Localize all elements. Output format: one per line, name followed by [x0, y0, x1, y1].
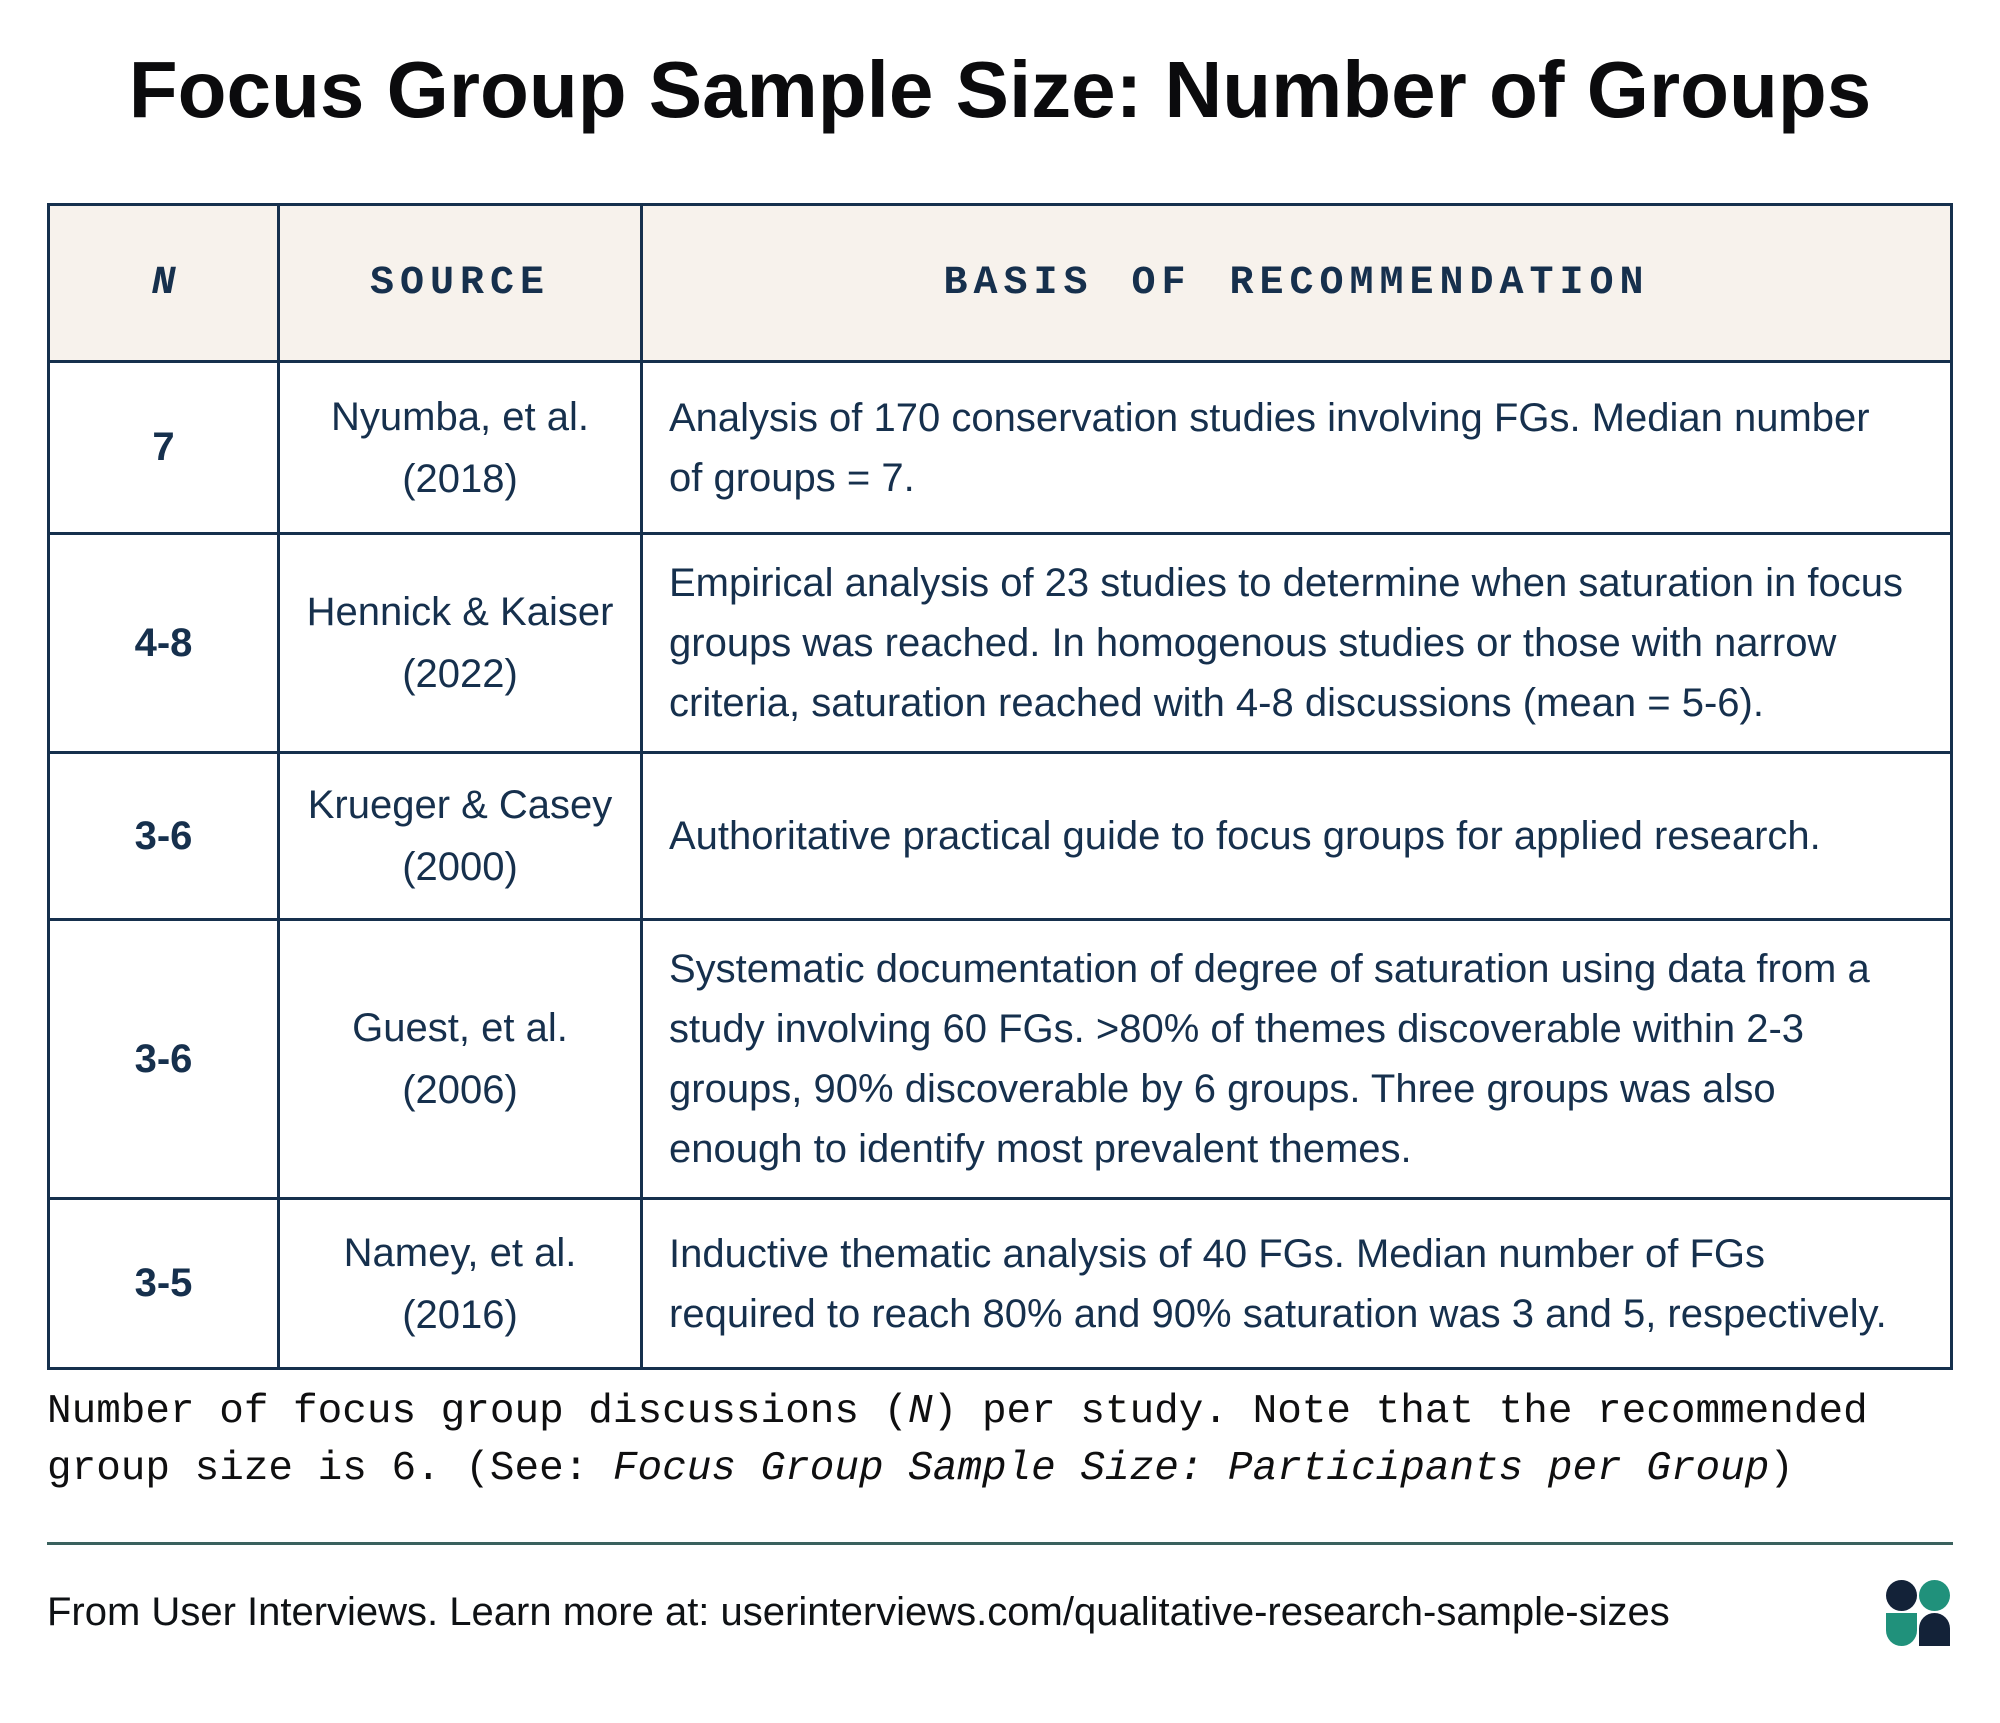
sample-size-table: N SOURCE BASIS OF RECOMMENDATION 7 Nyumb… — [47, 203, 1953, 1370]
table-row: 3-5 Namey, et al. (2016) Inductive thema… — [47, 1197, 1953, 1370]
footer-attribution: From User Interviews. Learn more at: use… — [47, 1590, 1670, 1634]
logo-teal-u-shape-icon — [1886, 1613, 1917, 1646]
table-row: 7 Nyumba, et al. (2018) Analysis of 170 … — [47, 360, 1953, 535]
caption-n-italic: N — [908, 1389, 933, 1435]
column-header-basis: BASIS OF RECOMMENDATION — [640, 203, 1953, 363]
logo-teal-circle-icon — [1919, 1580, 1950, 1611]
table-header-row: N SOURCE BASIS OF RECOMMENDATION — [47, 203, 1953, 363]
source-value: Krueger & Casey (2000) — [277, 751, 643, 921]
logo-navy-arch-icon — [1919, 1613, 1950, 1646]
column-header-n: N — [47, 203, 280, 363]
caption-text: ) per study. Note that the recommended g… — [47, 1389, 1868, 1493]
source-value: Hennick & Kaiser (2022) — [277, 532, 643, 754]
n-value: 3-5 — [47, 1197, 280, 1370]
n-value: 3-6 — [47, 751, 280, 921]
caption-reference-italic: Focus Group Sample Size: Participants pe… — [612, 1446, 1770, 1493]
basis-value: Authoritative practical guide to focus g… — [640, 751, 1953, 921]
caption-text: ) — [1769, 1446, 1794, 1493]
n-value: 7 — [47, 360, 280, 535]
page-title: Focus Group Sample Size: Number of Group… — [128, 45, 1872, 134]
source-value: Namey, et al. (2016) — [277, 1197, 643, 1370]
footer-divider — [47, 1542, 1953, 1545]
basis-value: Empirical analysis of 23 studies to dete… — [640, 532, 1953, 754]
n-value: 3-6 — [47, 918, 280, 1200]
source-value: Guest, et al. (2006) — [277, 918, 643, 1200]
table-row: 3-6 Krueger & Casey (2000) Authoritative… — [47, 751, 1953, 921]
table-row: 4-8 Hennick & Kaiser (2022) Empirical an… — [47, 532, 1953, 754]
basis-value: Inductive thematic analysis of 40 FGs. M… — [640, 1197, 1953, 1370]
user-interviews-logo — [1886, 1580, 1950, 1646]
basis-value: Analysis of 170 conservation studies inv… — [640, 360, 1953, 535]
source-value: Nyumba, et al. (2018) — [277, 360, 643, 535]
logo-navy-circle-icon — [1886, 1580, 1917, 1611]
basis-value: Systematic documentation of degree of sa… — [640, 918, 1953, 1200]
column-header-source: SOURCE — [277, 203, 643, 363]
caption-text: Number of focus group discussions ( — [47, 1389, 909, 1435]
n-value: 4-8 — [47, 532, 280, 754]
table-caption: Number of focus group discussions (N) pe… — [47, 1384, 1953, 1499]
table-row: 3-6 Guest, et al. (2006) Systematic docu… — [47, 918, 1953, 1200]
